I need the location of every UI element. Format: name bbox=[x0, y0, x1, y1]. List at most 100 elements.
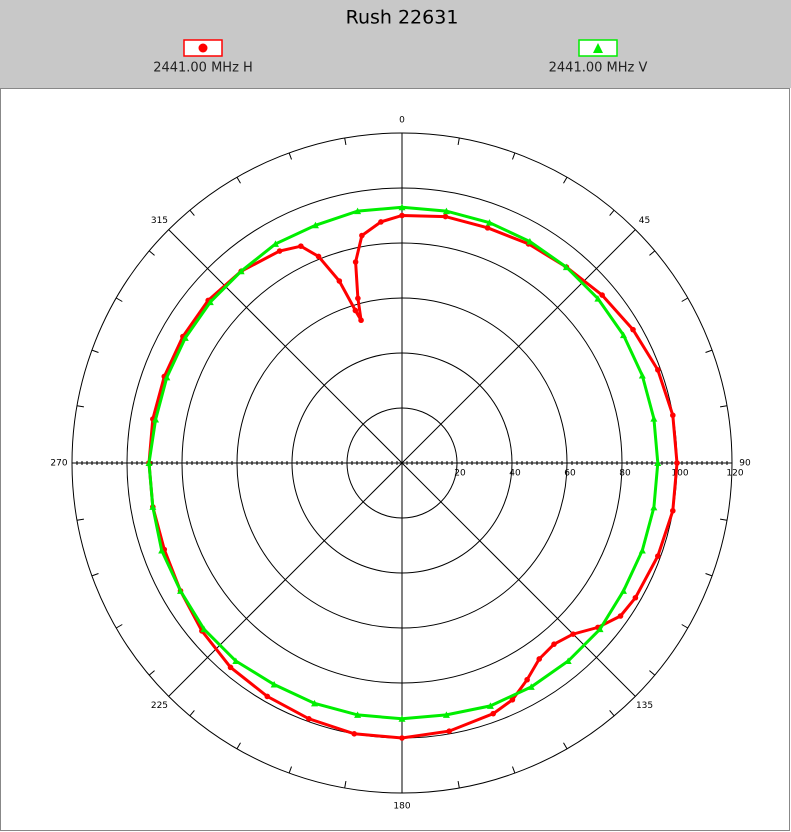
series-marker bbox=[484, 225, 491, 231]
series-marker bbox=[276, 248, 283, 254]
series-marker bbox=[509, 696, 516, 703]
outer-minor-tick bbox=[76, 518, 84, 521]
series-marker bbox=[398, 715, 406, 722]
outer-minor-tick bbox=[288, 766, 292, 774]
outer-minor-tick bbox=[236, 176, 241, 184]
series-marker bbox=[311, 221, 319, 229]
series-marker bbox=[351, 731, 358, 737]
series-marker bbox=[486, 702, 494, 709]
series-marker bbox=[232, 657, 240, 665]
spoke bbox=[168, 229, 403, 464]
legend-marker bbox=[198, 43, 208, 53]
series-marker bbox=[359, 232, 365, 239]
header-band bbox=[0, 0, 791, 88]
series-marker bbox=[442, 213, 449, 220]
outer-minor-tick bbox=[76, 405, 84, 408]
radial-tick-label: 40 bbox=[509, 469, 521, 479]
series-marker bbox=[485, 219, 493, 226]
outer-minor-tick bbox=[720, 518, 728, 521]
radial-tick-label: 20 bbox=[454, 469, 466, 479]
series-marker bbox=[638, 546, 646, 554]
angle-tick-label: 315 bbox=[151, 216, 168, 226]
outer-minor-tick bbox=[563, 742, 568, 750]
angle-tick-label: 0 bbox=[399, 116, 405, 126]
outer-minor-tick bbox=[189, 710, 195, 717]
series-marker bbox=[536, 656, 543, 662]
angle-tick-label: 45 bbox=[639, 216, 650, 226]
series-marker bbox=[237, 267, 245, 275]
series-marker bbox=[446, 728, 453, 734]
angle-tick-label: 270 bbox=[50, 459, 67, 469]
outer-minor-tick bbox=[720, 405, 728, 408]
series-marker bbox=[650, 415, 658, 422]
angle-tick-label: 180 bbox=[393, 802, 410, 812]
series-marker bbox=[354, 711, 362, 718]
series-marker bbox=[398, 203, 406, 211]
series-marker bbox=[227, 664, 234, 671]
series-marker bbox=[399, 735, 405, 741]
outer-minor-tick bbox=[115, 297, 123, 302]
spoke bbox=[168, 462, 403, 697]
outer-minor-tick bbox=[512, 152, 516, 160]
series-marker bbox=[358, 317, 364, 324]
series-marker bbox=[596, 625, 604, 633]
outer-minor-tick bbox=[148, 670, 155, 676]
radial-tick-label: 80 bbox=[619, 469, 631, 479]
series-layer bbox=[145, 203, 680, 741]
series-marker bbox=[378, 219, 384, 225]
outer-minor-tick bbox=[705, 573, 713, 577]
series-marker bbox=[399, 212, 405, 219]
series-marker bbox=[355, 295, 361, 302]
radial-tick-label: 100 bbox=[671, 469, 688, 479]
series-marker bbox=[655, 367, 661, 373]
series-marker bbox=[272, 240, 279, 247]
series-marker bbox=[670, 412, 676, 419]
series-marker bbox=[551, 641, 557, 647]
series-marker bbox=[654, 459, 662, 466]
series-line bbox=[147, 213, 679, 740]
outer-minor-tick bbox=[91, 573, 99, 577]
outer-minor-tick bbox=[563, 176, 568, 184]
outer-minor-tick bbox=[705, 349, 713, 353]
series-marker bbox=[158, 546, 166, 554]
series-marker bbox=[638, 372, 646, 379]
outer-minor-tick bbox=[609, 710, 615, 717]
series-marker bbox=[177, 587, 185, 594]
series-marker bbox=[619, 587, 627, 594]
series-marker bbox=[655, 553, 661, 559]
series-marker bbox=[442, 711, 450, 718]
radial-tick-label: 60 bbox=[564, 469, 576, 479]
outer-minor-tick bbox=[344, 781, 347, 789]
outer-minor-tick bbox=[457, 781, 460, 789]
series-marker bbox=[352, 307, 359, 314]
series-marker bbox=[145, 459, 153, 466]
outer-minor-tick bbox=[236, 742, 241, 750]
series-marker bbox=[354, 207, 362, 215]
series-marker bbox=[650, 503, 658, 511]
outer-minor-tick bbox=[115, 624, 123, 629]
spoke bbox=[401, 462, 636, 697]
outer-minor-tick bbox=[91, 349, 99, 353]
outer-minor-tick bbox=[681, 297, 689, 302]
series-marker bbox=[527, 683, 535, 690]
outer-minor-tick bbox=[288, 152, 292, 160]
outer-minor-tick bbox=[512, 766, 516, 774]
series-marker bbox=[594, 295, 602, 302]
outer-minor-tick bbox=[609, 209, 615, 216]
series-marker bbox=[270, 680, 278, 688]
series-marker bbox=[630, 326, 636, 333]
legend-label: 2441.00 MHz V bbox=[549, 61, 648, 76]
angle-tick-label: 135 bbox=[636, 701, 653, 711]
polar-grid: 20 40 60 80 100 120 0 45 90 135 180 225 270 315 bbox=[50, 116, 751, 812]
legend-marker bbox=[593, 43, 603, 53]
series-marker bbox=[306, 716, 312, 722]
series-marker bbox=[311, 699, 319, 707]
series-marker bbox=[163, 373, 171, 381]
series-marker bbox=[152, 416, 160, 423]
legend-label: 2441.00 MHz H bbox=[153, 61, 253, 76]
series-marker bbox=[564, 657, 572, 665]
series-marker bbox=[298, 243, 304, 249]
chart-title: Rush 22631 bbox=[346, 7, 459, 29]
